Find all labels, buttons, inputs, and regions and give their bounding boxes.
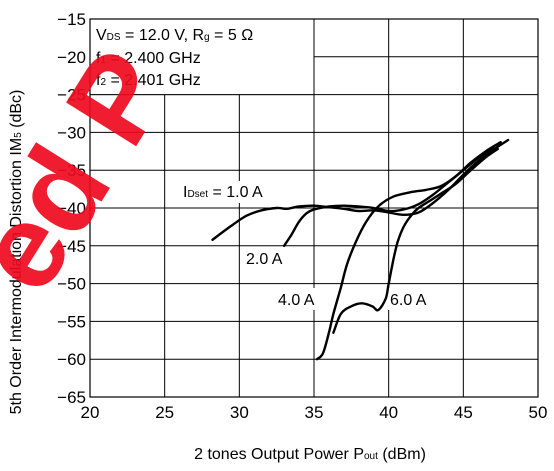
- y-tick-label: −65: [57, 388, 86, 407]
- y-tick-label: −40: [57, 199, 86, 218]
- series-line-1a: [211, 138, 510, 241]
- x-tick-label: 30: [230, 403, 249, 422]
- y-tick-label: −55: [57, 312, 86, 331]
- condition-f2: f2 = 2.401 GHz: [96, 72, 201, 89]
- x-tick-label: 45: [454, 403, 473, 422]
- series-line-4a: [315, 141, 502, 361]
- label-background: [242, 247, 292, 269]
- series-line-6a: [332, 147, 499, 334]
- y-tick-label: −35: [57, 161, 86, 180]
- grid: [89, 18, 539, 398]
- y-tick-label: −60: [57, 350, 86, 369]
- condition-f1: f1 = 2.400 GHz: [96, 50, 201, 67]
- y-tick-label: −15: [57, 10, 86, 29]
- series-label-1a: IDset = 1.0 A: [183, 184, 263, 201]
- label-background: [178, 181, 298, 203]
- series-label-4a: 4.0 A: [278, 292, 315, 309]
- y-tick-label: −45: [57, 237, 86, 256]
- condition-vds-rg: VDS = 12.0 V, Rg = 5 Ω: [96, 27, 253, 44]
- y-tick-label: −30: [57, 123, 86, 142]
- series-label-6a: 6.0 A: [390, 292, 427, 309]
- y-tick-label: −25: [57, 86, 86, 105]
- curves: [211, 138, 510, 361]
- tick-labels: 20 25 30 35 40 45 50 −15 −20 −25 −30 −35 −40 −45 −50 −5…: [57, 10, 547, 422]
- y-tick-label: −20: [57, 48, 86, 67]
- series-label-2a: 2.0 A: [246, 251, 283, 268]
- plot-frame: [89, 18, 539, 398]
- x-tick-label: 35: [305, 403, 324, 422]
- x-tick-label: 25: [155, 403, 174, 422]
- y-axis-label: 5th Order Intermodulation Distortion IM5…: [8, 90, 25, 415]
- x-tick-label: 20: [81, 403, 100, 422]
- x-axis-label: 2 tones Output Power Pout (dBm): [194, 446, 426, 463]
- label-background: [274, 288, 328, 310]
- x-tick-label: 50: [529, 403, 548, 422]
- y-tick-label: −50: [57, 275, 86, 294]
- label-background: [386, 288, 440, 310]
- x-tick-label: 40: [379, 403, 398, 422]
